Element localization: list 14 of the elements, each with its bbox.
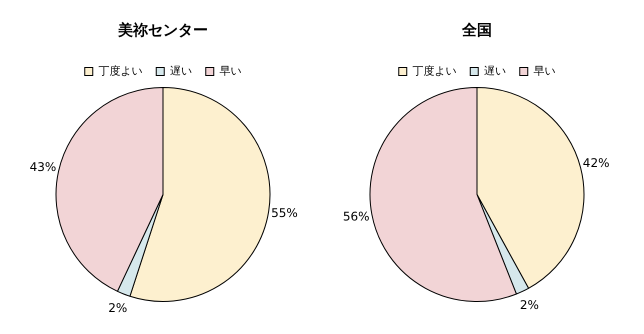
- data-label: 56%: [342, 210, 370, 224]
- data-label: 43%: [30, 160, 56, 174]
- legend-label: 丁度よい: [98, 64, 142, 78]
- chart-title: 美祢センター: [117, 20, 208, 39]
- legend-label: 遅い: [170, 64, 192, 78]
- data-label: 42%: [582, 156, 610, 170]
- data-label: 55%: [271, 206, 298, 220]
- legend-label: 丁度よい: [412, 64, 456, 78]
- legend-label: 早い: [533, 64, 556, 78]
- data-label: 2%: [520, 298, 539, 312]
- legend-label: 遅い: [484, 64, 506, 78]
- data-label: 2%: [108, 300, 128, 315]
- chart-title: 全国: [461, 20, 492, 39]
- legend-label: 早い: [219, 64, 242, 78]
